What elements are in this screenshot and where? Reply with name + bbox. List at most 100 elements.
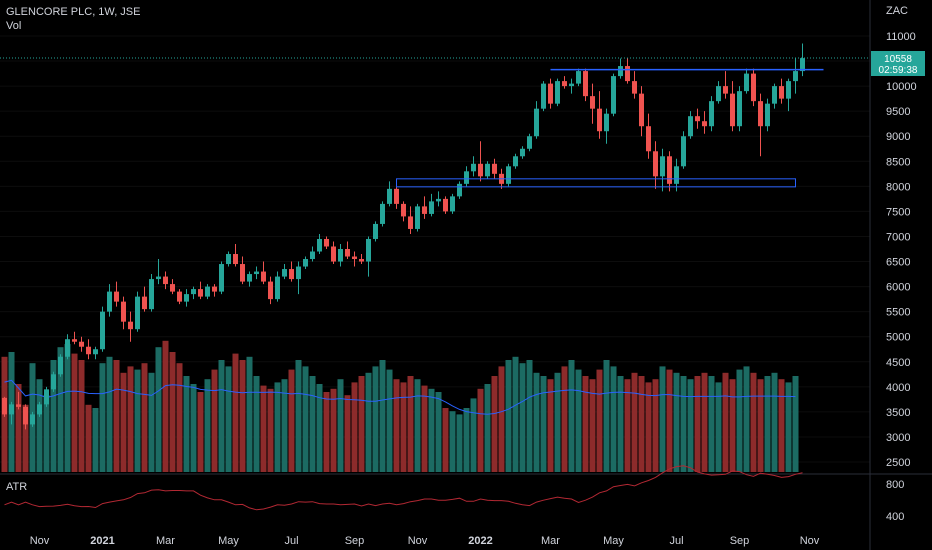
atr-legend[interactable]: ATR [6,481,28,493]
volume-bar [43,395,50,472]
candle [387,181,392,207]
candle [51,371,56,392]
volume-bar [582,376,589,472]
candle [569,78,574,94]
candle [310,246,315,262]
time-tick-label: 2021 [90,535,114,547]
candle [212,284,217,297]
time-axis[interactable]: Nov 2021 Mar May Jul Sep Nov 2022 Mar May Jul Sep No… [30,535,820,547]
candle [275,271,280,302]
candle [772,83,777,109]
volume-bar [393,379,400,472]
candle [415,203,420,232]
candle [86,339,91,360]
volume-bar [309,376,316,472]
volume-bar [372,366,379,472]
candle [9,401,14,425]
time-tick-label: 2022 [468,535,492,547]
candle [401,201,406,222]
volume-bar [757,379,764,472]
price-axis[interactable]: 2500 3000 3500 4000 4500 5000 5500 6000 6500 7000… [886,31,917,469]
candle [604,108,609,144]
volume-bar [113,360,120,472]
volume-bar [533,372,540,472]
volume-bar [750,372,757,472]
volume-bar [694,376,701,472]
volume-bars [1,340,799,472]
candle [366,236,371,277]
volume-bar [134,369,141,472]
candle [520,146,525,159]
candle [408,206,413,234]
volume-bar [99,363,106,472]
volume-moving-average-line [4,379,796,415]
volume-bar [463,408,470,472]
candle [338,243,343,267]
support-zone-rectangle[interactable] [396,178,796,188]
candle [289,261,294,282]
candle [121,296,126,330]
time-tick-label: Jul [284,535,298,547]
candle [660,148,665,192]
candle [576,68,581,87]
candle [737,86,742,132]
atr-axis[interactable]: 400 800 [886,479,904,523]
volume-bar [526,360,533,472]
candle [716,81,721,104]
candle [331,241,336,265]
volume-bar [554,372,561,472]
volume-legend[interactable]: Vol [6,20,22,32]
volume-bar [449,411,456,472]
volume-bar [106,356,113,472]
candle [93,346,98,360]
candle [261,261,266,285]
volume-bar [211,369,218,472]
volume-bar [71,353,78,472]
candle [632,71,637,99]
candle [779,78,784,104]
candle [429,193,434,217]
candle [548,78,553,109]
time-tick-label: Nov [408,535,428,547]
volume-bar [323,392,330,472]
volume-bar [610,366,617,472]
price-tick-label: 6500 [886,257,910,269]
bar-countdown: 02:59:38 [879,65,918,76]
volume-bar [708,376,715,472]
volume-bar [421,385,428,472]
time-tick-label: Jul [669,535,683,547]
candle [555,78,560,107]
volume-bar [575,369,582,472]
volume-bar [484,384,491,472]
volume-bar [92,408,99,472]
volume-bar [218,360,225,472]
price-tick-label: 5000 [886,332,910,344]
candle [751,68,756,107]
price-tick-label: 2500 [886,457,910,469]
volume-bar [148,372,155,472]
drawing-annotations[interactable] [396,68,824,188]
currency-label: ZAC [886,5,908,17]
symbol-title[interactable]: GLENCORE PLC, 1W, JSE [6,6,141,18]
candle [646,113,651,159]
candle [324,236,329,249]
volume-bar [260,385,267,472]
candle [142,286,147,312]
volume-bar [764,376,771,472]
volume-bar [176,363,183,472]
volume-bar [743,366,750,472]
price-tick-label: 10000 [886,81,917,93]
candle [359,254,364,265]
price-tick-label: 7000 [886,231,910,243]
price-tick-label: 7500 [886,206,910,218]
candle [135,291,140,332]
volume-bar [498,366,505,472]
volume-bar [281,379,288,472]
candle [744,68,749,94]
candle [436,191,441,207]
candle [674,158,679,192]
volume-bar [428,388,435,472]
price-tick-label: 4000 [886,382,910,394]
volume-bar [785,382,792,472]
